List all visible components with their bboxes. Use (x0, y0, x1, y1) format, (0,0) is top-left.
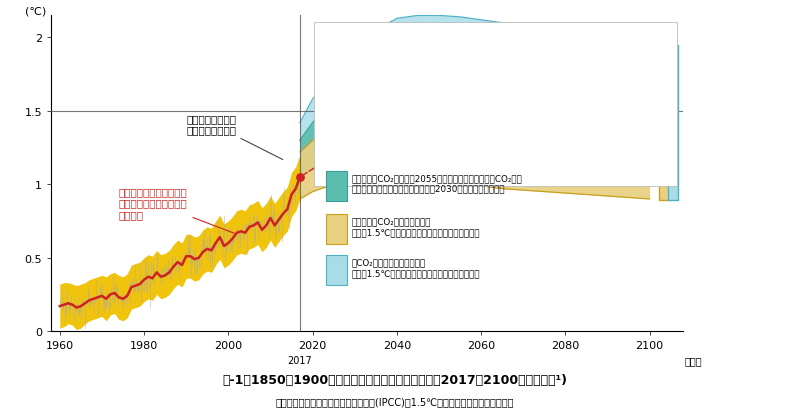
FancyBboxPatch shape (325, 255, 347, 285)
Point (294, 174, 307, 181)
Bar (660, 141, 669, 200)
Text: （年）: （年） (685, 355, 702, 365)
Text: 観測された月毎の
世界平均地上気温: 観測された月毎の 世界平均地上気温 (186, 113, 283, 160)
Text: 非CO₂排出が減少しない場合
昇温を1.5℃に抑えられる確率がより低くなる場合: 非CO₂排出が減少しない場合 昇温を1.5℃に抑えられる確率がより低くなる場合 (352, 258, 480, 277)
Text: より急速なCO₂削減によって、
昇温を1.5℃に抑えられる確率がより高くなる場合: より急速なCO₂削減によって、 昇温を1.5℃に抑えられる確率がより高くなる場合 (352, 217, 480, 236)
Text: 図-1　1850〜1900年を基準とした気温上昇の変化と2017〜2100年間の予測¹): 図-1 1850〜1900年を基準とした気温上昇の変化と2017〜2100年間の… (223, 373, 567, 387)
Text: 資料：気候変動に関する政府間パネル(IPCC)「1.5℃特別報告書」より環境省作成: 資料：気候変動に関する政府間パネル(IPCC)「1.5℃特別報告書」より環境省作… (276, 396, 514, 406)
Y-axis label: (℃): (℃) (25, 7, 46, 17)
FancyBboxPatch shape (325, 171, 347, 202)
Text: 2017: 2017 (288, 355, 312, 365)
FancyBboxPatch shape (314, 22, 677, 187)
FancyBboxPatch shape (325, 214, 347, 245)
Bar (668, 46, 678, 200)
Bar (651, 74, 661, 169)
Text: 世界全体のCO₂排出量は2055年に正味ゼロに達し、非CO₂（メ
タンやブラックカーボン等）排出は2030年以降減少する場合: 世界全体のCO₂排出量は2055年に正味ゼロに達し、非CO₂（メ タンやブラック… (352, 174, 522, 193)
Point (408, 103, 420, 110)
Text: 今日までに推定される人
為起源の昇温と可能性の
高い範囲: 今日までに推定される人 為起源の昇温と可能性の 高い範囲 (118, 186, 234, 234)
